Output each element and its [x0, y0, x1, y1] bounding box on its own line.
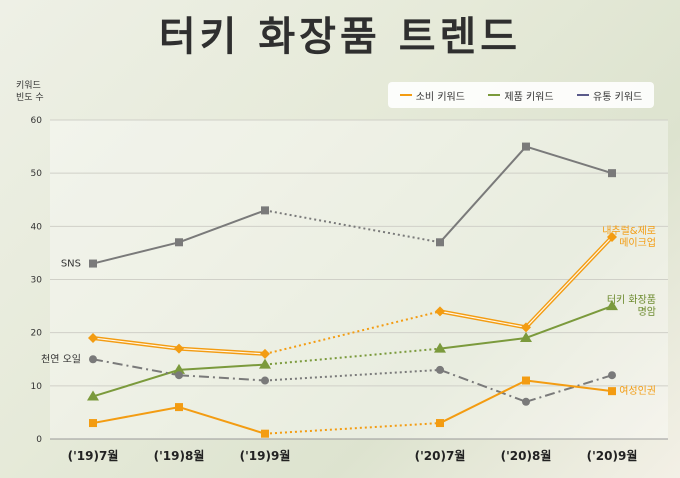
data-point-square: [89, 419, 97, 428]
series-line: [439, 368, 527, 403]
y-axis-unit-line1: 키워드: [16, 81, 41, 91]
series-line: [264, 310, 441, 355]
series-line-inner: [439, 310, 527, 328]
data-point-circle: [175, 371, 183, 380]
series-line: [92, 358, 180, 377]
data-point-square: [522, 142, 530, 151]
series-line: [264, 422, 441, 435]
data-point-square: [261, 206, 269, 215]
data-point-square: [89, 259, 97, 268]
x-tick-label: ('20)7월: [415, 448, 466, 463]
data-point-circle: [522, 397, 530, 406]
data-point-circle: [436, 365, 444, 374]
legend-swatch: [488, 94, 501, 96]
y-tick-label: 0: [36, 435, 42, 445]
data-point-square: [175, 238, 183, 247]
x-tick-label: ('19)8월: [154, 448, 205, 463]
series-label: 천연 오일: [41, 353, 81, 365]
data-point-triangle: [606, 300, 618, 311]
series-label: 여성인권: [619, 385, 656, 397]
series-line: [439, 336, 527, 350]
data-point-diamond: [435, 306, 445, 317]
data-point-diamond: [607, 231, 617, 242]
series-line: [439, 379, 527, 424]
series-label: 터키 화장품: [607, 294, 656, 306]
x-tick-label: ('20)8월: [501, 448, 552, 463]
data-point-square: [175, 403, 183, 412]
data-point-diamond: [521, 322, 531, 333]
series-line: [92, 241, 180, 265]
series-line: [439, 145, 527, 243]
legend-label: 제품 키워드: [504, 91, 554, 103]
chart-legend: 소비 키워드 제품 키워드 유통 키워드: [388, 82, 654, 108]
series-line: [525, 305, 613, 339]
data-point-triangle: [87, 390, 99, 401]
legend-label: 유통 키워드: [593, 91, 643, 103]
series-line: [92, 368, 180, 398]
series-line-inner: [525, 236, 613, 328]
data-point-circle: [261, 376, 269, 385]
series-line: [178, 209, 266, 244]
y-tick-label: 10: [31, 382, 43, 392]
series-line: [92, 406, 180, 425]
series-line-inner: [178, 348, 266, 355]
data-point-square: [522, 376, 530, 385]
series-line: [525, 145, 613, 175]
legend-swatch: [399, 94, 412, 96]
y-axis-unit-label: 키워드 빈도 수: [16, 80, 56, 104]
y-axis-unit-line2: 빈도 수: [16, 93, 44, 103]
series-line: [264, 347, 441, 366]
series-line: [264, 368, 441, 382]
y-tick-label: 30: [31, 276, 43, 286]
data-point-triangle: [259, 358, 271, 369]
series-line-inner: [92, 337, 180, 350]
y-tick-label: 20: [31, 329, 43, 339]
page-title: 터키 화장품 트렌드: [158, 13, 522, 60]
data-point-diamond: [260, 348, 270, 359]
data-point-square: [261, 429, 269, 438]
data-point-diamond: [88, 332, 98, 343]
data-point-diamond: [174, 343, 184, 354]
legend-item-distribution: 유통 키워드: [577, 88, 642, 103]
x-tick-label: ('20)9월: [587, 448, 638, 463]
data-point-square: [608, 387, 616, 396]
data-point-square: [436, 238, 444, 247]
data-point-square: [608, 169, 616, 178]
data-point-square: [436, 419, 444, 428]
y-tick-label: 60: [31, 116, 43, 126]
data-point-triangle: [520, 331, 532, 342]
series-line: [525, 374, 613, 403]
series-line: [178, 406, 266, 435]
y-tick-label: 50: [31, 169, 43, 179]
legend-swatch: [577, 94, 590, 96]
series-line: [178, 363, 266, 371]
x-tick-label: ('19)7월: [68, 448, 119, 463]
legend-item-consumer: 소비 키워드: [399, 88, 465, 103]
data-point-triangle: [173, 363, 185, 374]
legend-item-product: 제품 키워드: [488, 88, 554, 103]
x-tick-label: ('19)9월: [240, 448, 291, 463]
series-label: 내추럴&제로: [602, 224, 656, 237]
data-point-circle: [89, 355, 97, 364]
data-point-triangle: [434, 342, 446, 353]
data-point-circle: [608, 371, 616, 380]
series-label: 명암: [638, 306, 656, 318]
series-label: 메이크업: [619, 236, 656, 249]
series-line: [178, 374, 266, 382]
series-label: SNS: [61, 259, 81, 270]
y-tick-label: 40: [31, 222, 43, 232]
legend-label: 소비 키워드: [415, 91, 465, 103]
series-line: [525, 379, 613, 393]
